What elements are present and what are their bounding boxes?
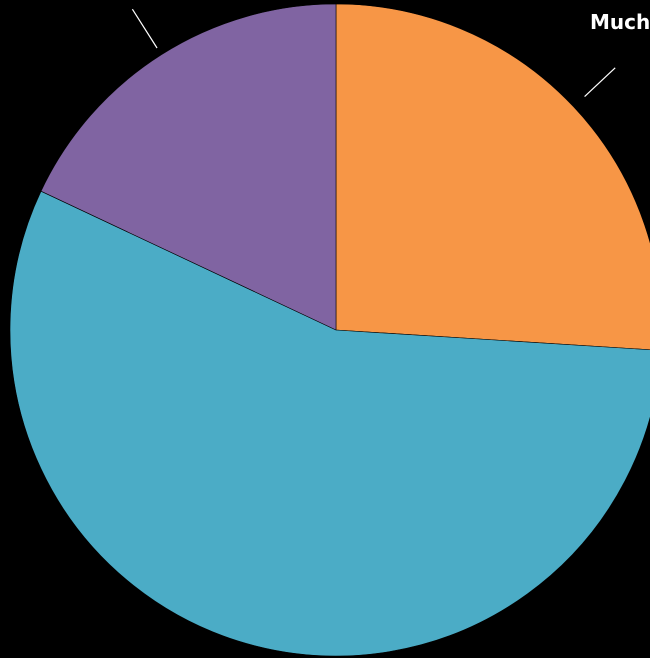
leader-line-3 bbox=[131, 8, 158, 49]
slice-label-much: Much bbox=[590, 10, 650, 34]
leader-line-1 bbox=[584, 67, 616, 98]
pie-slices bbox=[9, 3, 650, 657]
pie-slice-3 bbox=[40, 3, 337, 331]
slice-labels: Much bbox=[590, 10, 650, 34]
pie-slice-2 bbox=[9, 190, 650, 657]
leader-lines bbox=[131, 8, 616, 98]
pie-slice-much bbox=[335, 3, 650, 351]
